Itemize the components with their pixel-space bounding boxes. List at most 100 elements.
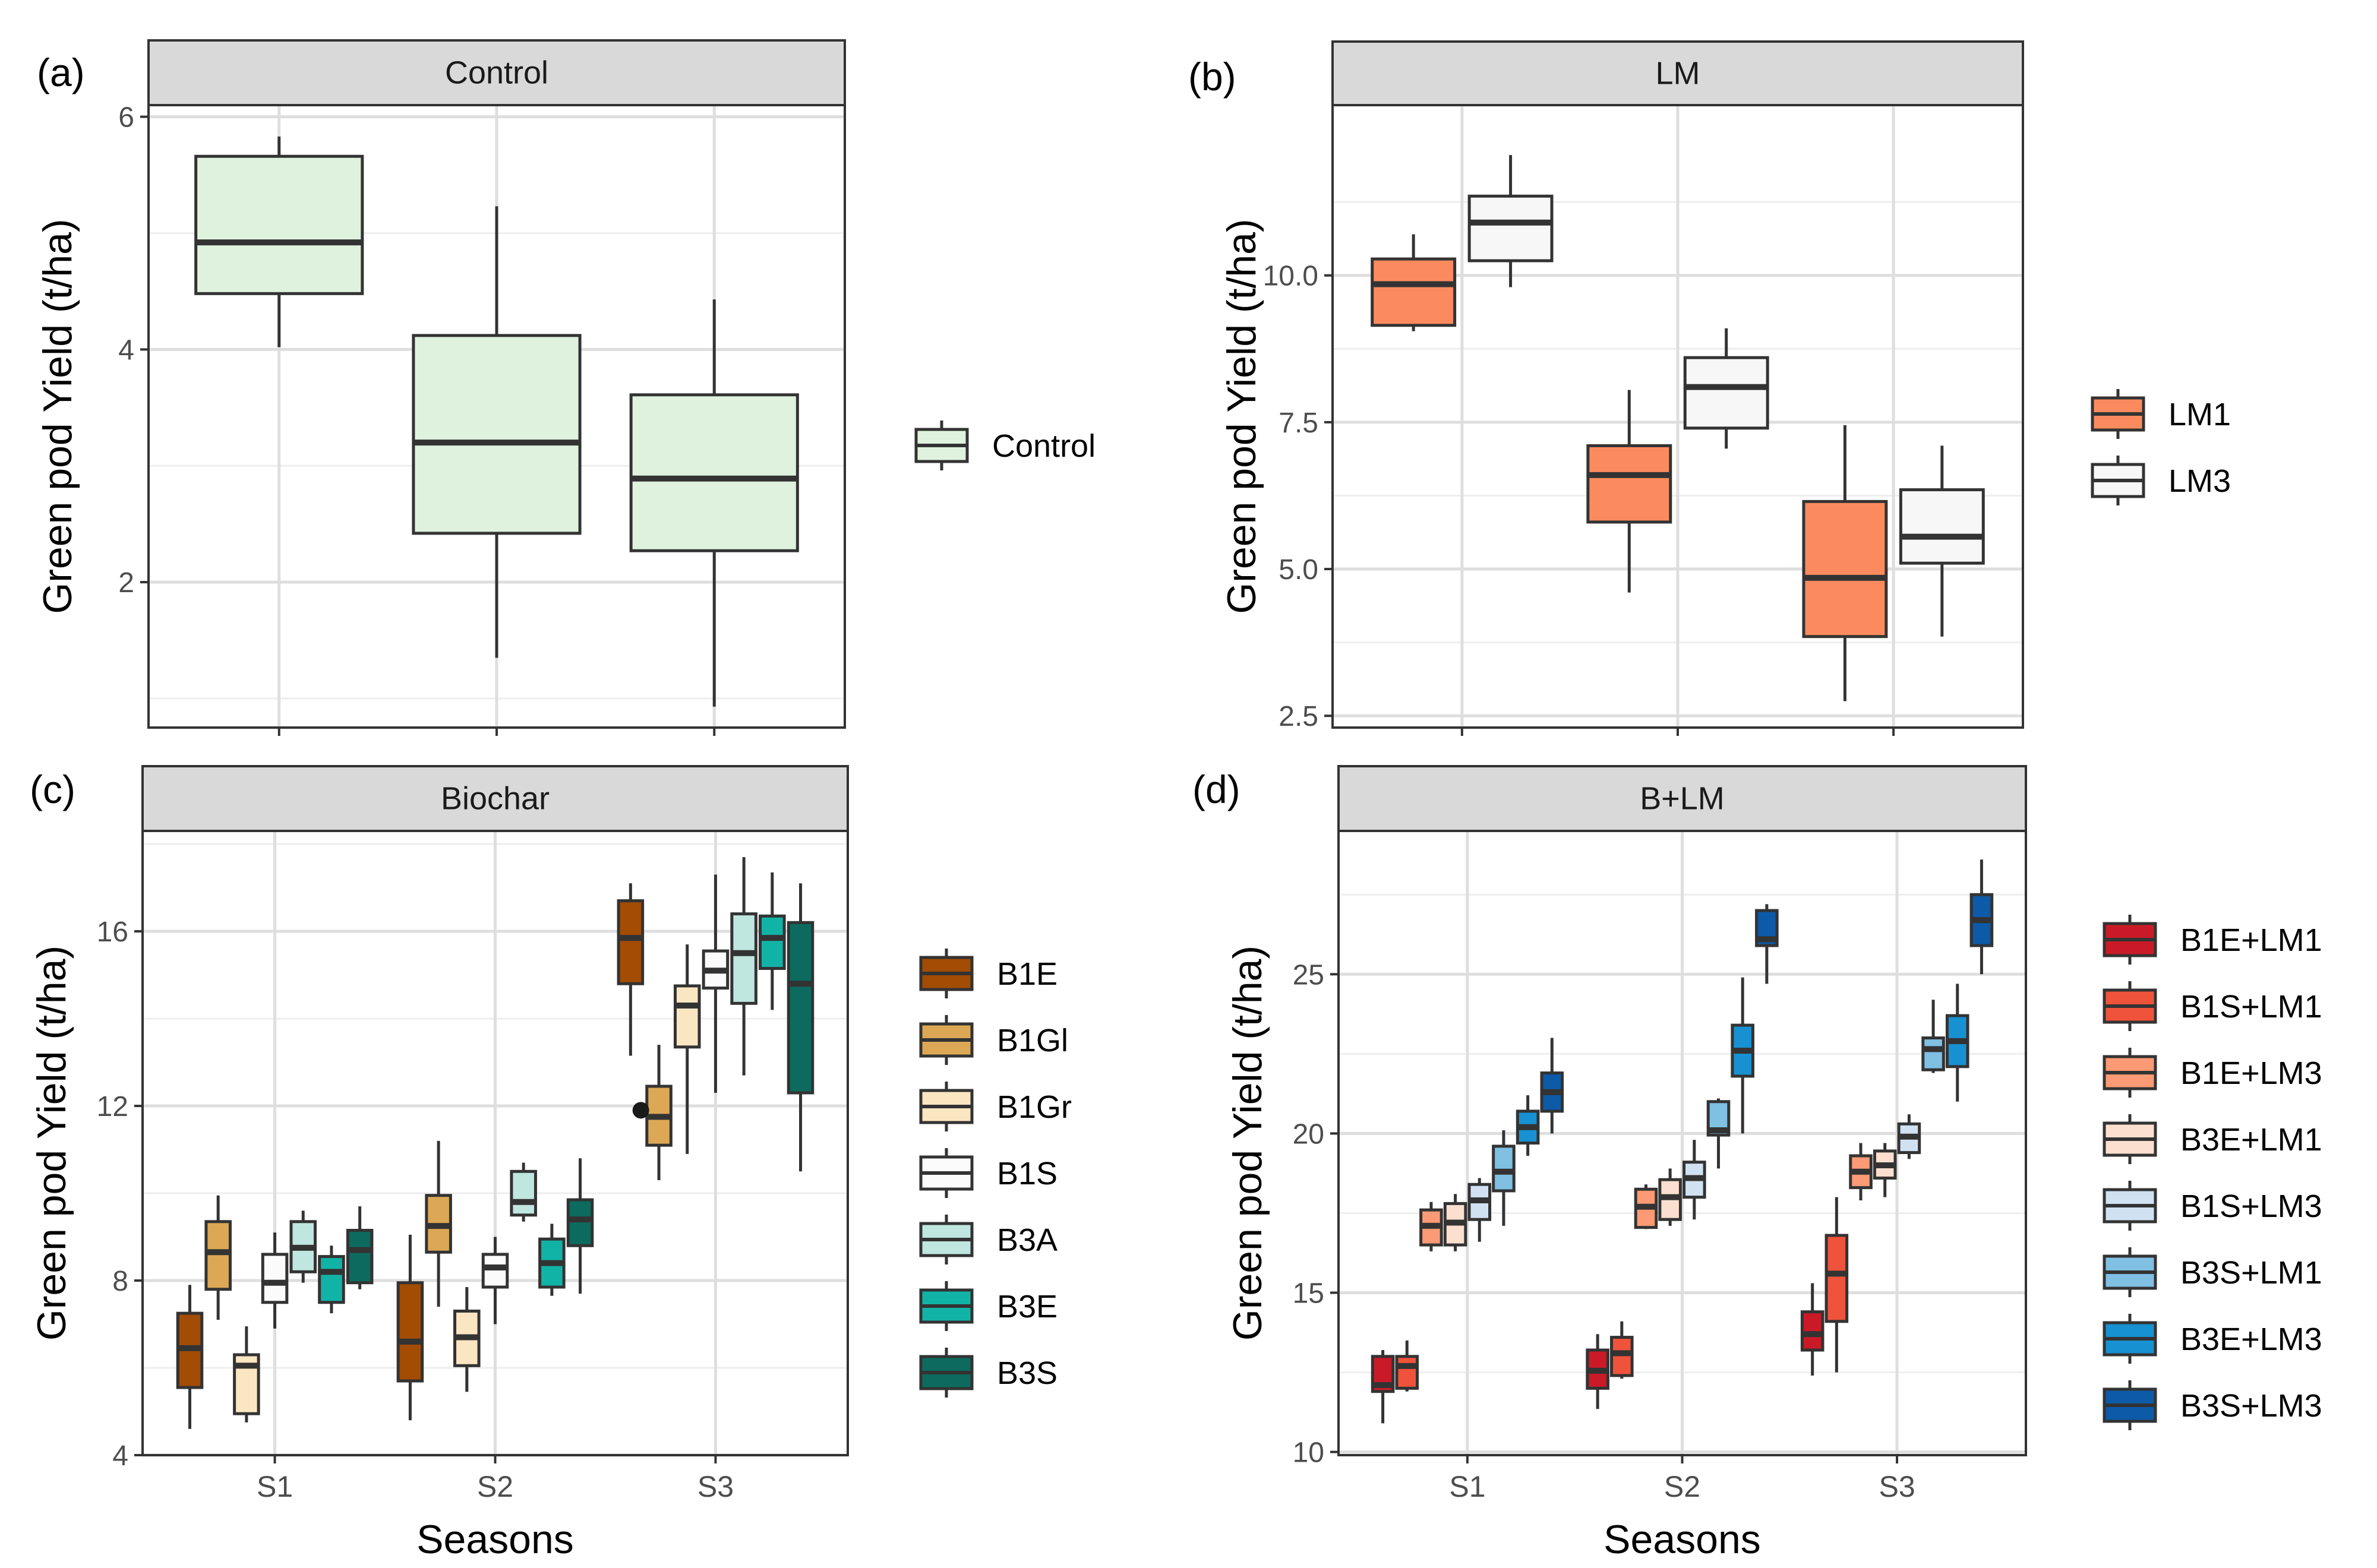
series-b3e-lm3 — [1516, 977, 1969, 1156]
x-tick-label: S2 — [1664, 1470, 1700, 1503]
panel-label: (d) — [1192, 767, 1240, 811]
y-axis-title: Green pod Yield (t/ha) — [1219, 219, 1264, 614]
box — [1492, 1145, 1516, 1193]
x-tick-label: S1 — [257, 1470, 293, 1503]
legend-label: B1S+LM1 — [2180, 989, 2322, 1025]
legend-label: B3A — [997, 1222, 1058, 1258]
box — [787, 921, 815, 1095]
facet-title: B+LM — [1640, 781, 1725, 817]
x-tick-label: S1 — [1449, 1470, 1485, 1503]
box — [1802, 500, 1888, 638]
series-lm3 — [1467, 155, 1985, 637]
box — [673, 984, 701, 1049]
y-tick-label: 25 — [1293, 959, 1324, 991]
box — [730, 912, 757, 1005]
legend: Control — [914, 421, 1096, 470]
y-axis-title: Green pod Yield (t/ha) — [35, 219, 80, 614]
y-tick-label: 10 — [1293, 1437, 1324, 1469]
legend-label: B3E+LM3 — [2180, 1322, 2322, 1357]
x-axis-title: Seasons — [1603, 1517, 1761, 1562]
panel-label: (b) — [1188, 55, 1236, 99]
box — [1824, 1234, 1849, 1323]
box — [617, 899, 645, 985]
series-b3s-lm1 — [1492, 1000, 1945, 1226]
series-b3e-lm1 — [1443, 1143, 1897, 1251]
facet-title: LM — [1655, 56, 1700, 91]
box — [1371, 257, 1457, 327]
panel-control: Control (a) 2 4 6 Green pod Yield (t/ha) Contr… — [35, 39, 1096, 736]
box — [1586, 444, 1672, 524]
series-b1gr — [233, 944, 701, 1422]
legend-item: B1E — [919, 949, 1058, 998]
panels: Control (a) 2 4 6 Green pod Yield (t/ha) Contr… — [29, 39, 2322, 1562]
legend-label: B3E — [997, 1289, 1058, 1324]
legend-item: B1S+LM1 — [2103, 981, 2322, 1031]
legend: LM1 LM3 — [2091, 389, 2231, 505]
series-b3a — [289, 857, 757, 1283]
box — [194, 154, 364, 295]
box — [318, 1255, 345, 1304]
panel-b-lm: B+LM (d) 10 15 20 25 S1 S2 S3 Green pod Yield (t/… — [1192, 765, 2322, 1562]
legend-item: B3E+LM3 — [2103, 1314, 2322, 1364]
legend-item: B3S — [919, 1348, 1058, 1398]
series-lm1 — [1371, 234, 1888, 701]
box — [510, 1169, 537, 1217]
legend: B1E B1Gl B1Gr B1S B3A B3E B3S — [919, 949, 1072, 1398]
y-tick-label: 12 — [97, 1091, 128, 1123]
box — [204, 1220, 232, 1291]
legend-item: LM1 — [2091, 389, 2231, 439]
series-b3s-lm3 — [1540, 859, 1994, 1134]
y-axis-title: Green pod Yield (t/ha) — [1225, 946, 1270, 1341]
y-tick-label: 5.0 — [1279, 554, 1318, 586]
legend-item: B1E+LM1 — [2103, 915, 2322, 965]
y-axis-title: Green pod Yield (t/ha) — [29, 946, 74, 1341]
legend-label: B1E+LM1 — [2180, 922, 2322, 958]
box — [1921, 1036, 1945, 1071]
series-b1e — [176, 883, 645, 1429]
box — [629, 393, 799, 552]
legend-label: B1E — [997, 956, 1058, 992]
box — [346, 1228, 374, 1285]
box — [481, 1253, 509, 1289]
series-b3e — [318, 872, 786, 1314]
y-tick-label: 4 — [112, 1440, 128, 1472]
legend-label: B1Gl — [997, 1023, 1068, 1058]
facet-strip — [1337, 765, 2027, 832]
facet-strip — [1331, 40, 2024, 106]
legend-item: B1E+LM3 — [2103, 1048, 2322, 1098]
series-b3s — [346, 883, 815, 1294]
box — [1899, 488, 1985, 565]
legend-label: B3S+LM1 — [2180, 1255, 2322, 1291]
x-axis-title: Seasons — [416, 1517, 574, 1562]
y-tick-label: 6 — [118, 102, 134, 134]
y-tick-label: 16 — [97, 916, 128, 948]
box — [759, 914, 786, 970]
box — [1610, 1336, 1634, 1377]
facet-title: Biochar — [441, 781, 550, 817]
legend-item: B3S+LM3 — [2103, 1380, 2322, 1430]
y-tick-label: 2 — [118, 567, 134, 599]
facet-strip — [141, 765, 849, 832]
facet-strip — [147, 39, 846, 106]
legend-item: B3A — [919, 1215, 1058, 1264]
x-tick-label: S3 — [697, 1470, 734, 1503]
y-tick-label: 7.5 — [1279, 407, 1318, 439]
y-tick-label: 10.0 — [1263, 261, 1318, 292]
legend-label: B3S — [997, 1355, 1058, 1391]
legend-label: Control — [992, 428, 1096, 464]
panel-label: (a) — [37, 50, 85, 94]
legend-item: Control — [914, 421, 1096, 470]
y-tick-label: 2.5 — [1279, 701, 1318, 732]
legend: B1E+LM1 B1S+LM1 B1E+LM3 B3E+LM1 B1S+LM3 B3S+L… — [2103, 915, 2322, 1430]
legend-label: LM1 — [2168, 397, 2231, 432]
y-tick-label: 15 — [1293, 1278, 1324, 1310]
legend-item: B1S+LM3 — [2103, 1181, 2322, 1231]
outlier-point — [632, 1102, 649, 1119]
box — [1467, 194, 1554, 263]
y-tick-label: 20 — [1293, 1118, 1324, 1150]
box — [1395, 1355, 1419, 1390]
series-b1e-lm3 — [1419, 1143, 1873, 1251]
panel-label: (c) — [30, 767, 75, 811]
